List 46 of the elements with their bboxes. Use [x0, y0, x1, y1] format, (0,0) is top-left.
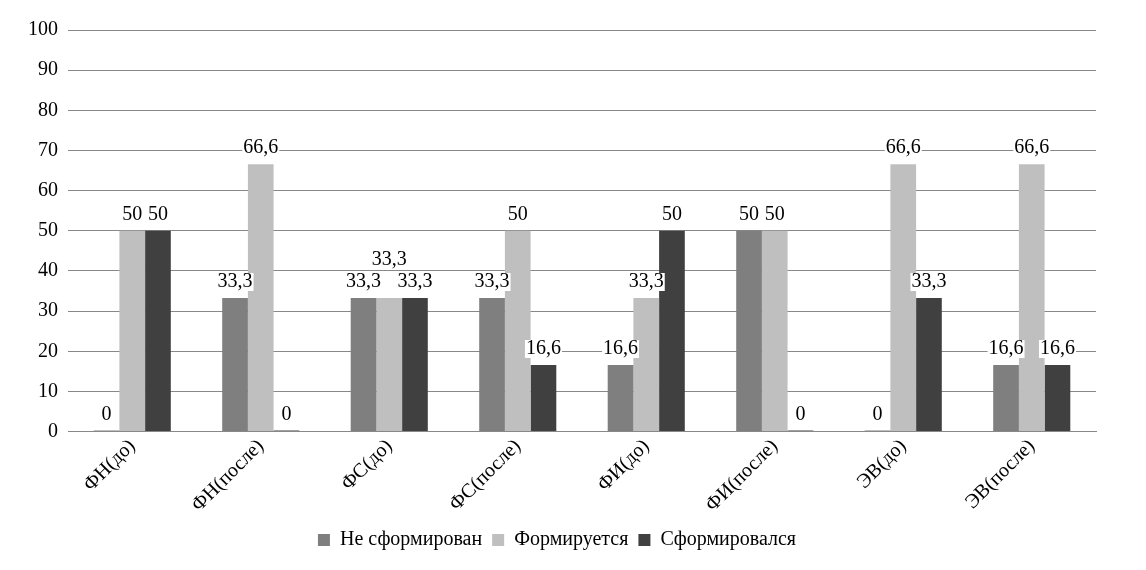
data-label: 16,6 — [1039, 336, 1075, 359]
y-tick-label: 80 — [38, 97, 58, 120]
data-label: 50 — [122, 202, 143, 225]
data-label: 50 — [147, 202, 168, 225]
bar — [402, 297, 428, 432]
y-tick-label: 70 — [38, 137, 58, 160]
data-label: 66,6 — [1014, 135, 1050, 158]
data-label: 50 — [661, 202, 682, 225]
bar — [761, 230, 788, 432]
data-label: 50 — [764, 202, 785, 225]
data-label: 33,3 — [371, 247, 407, 270]
data-label: 50 — [507, 202, 528, 225]
y-tick-label: 40 — [38, 258, 58, 281]
data-label: 33,3 — [217, 269, 253, 292]
y-tick-label: 90 — [38, 57, 58, 80]
legend-label: Формируется — [514, 527, 629, 551]
data-label: 0 — [101, 401, 112, 424]
bar — [1044, 364, 1071, 432]
y-tick-label: 10 — [38, 378, 58, 401]
data-label: 33,3 — [474, 269, 510, 292]
y-tick-label: 0 — [48, 418, 58, 441]
data-label: 16,6 — [988, 336, 1024, 359]
data-label: 66,6 — [885, 135, 921, 158]
bar — [916, 297, 942, 432]
data-label: 66,6 — [243, 135, 279, 158]
legend-label: Сформировался — [660, 527, 797, 551]
y-tick-label: 20 — [38, 338, 58, 361]
data-label: 33,3 — [911, 269, 947, 292]
y-tick-label: 60 — [38, 177, 58, 200]
data-label: 33,3 — [628, 269, 664, 292]
y-tick-label: 100 — [28, 17, 58, 40]
y-tick-label: 50 — [38, 218, 58, 241]
data-label: 33,3 — [346, 269, 382, 292]
data-label: 50 — [739, 202, 760, 225]
data-label: 33,3 — [397, 269, 433, 292]
y-tick-label: 30 — [38, 298, 58, 321]
legend-label: Не сформирован — [339, 527, 483, 551]
bar — [376, 297, 403, 432]
data-label: 0 — [872, 401, 883, 424]
data-label: 16,6 — [603, 336, 639, 359]
bar — [119, 230, 146, 432]
data-label: 0 — [281, 401, 292, 424]
bar — [145, 230, 171, 432]
data-label: 0 — [795, 401, 806, 424]
data-label: 16,6 — [525, 336, 561, 359]
bar — [530, 364, 557, 432]
